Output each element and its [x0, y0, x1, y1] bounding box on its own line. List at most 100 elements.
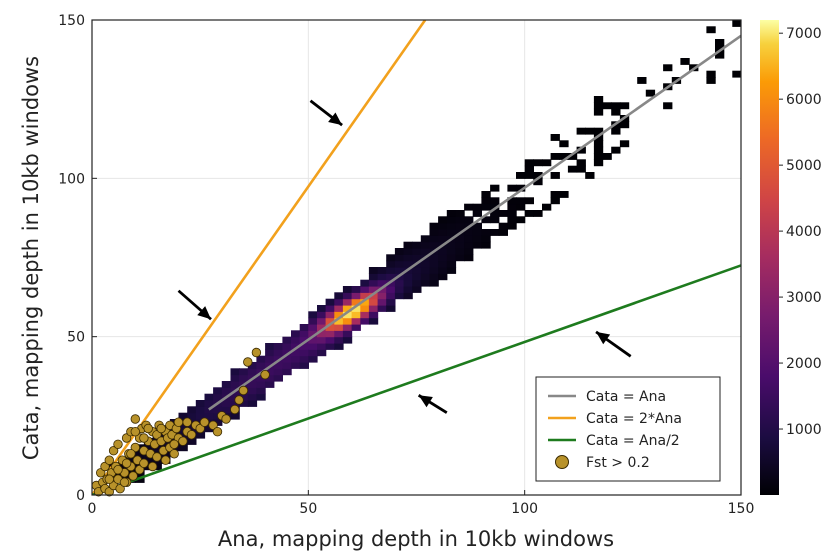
heatmap-cell [291, 349, 301, 357]
heatmap-cell [291, 362, 301, 369]
scatter-point [199, 417, 210, 427]
heatmap-cell [360, 298, 370, 306]
heatmap-cell [256, 355, 266, 363]
heatmap-cell [265, 368, 275, 376]
heatmap-cell [403, 286, 413, 293]
heatmap-cell [256, 374, 266, 382]
heatmap-cell [368, 286, 379, 293]
heatmap-cell [342, 305, 353, 312]
heatmap-cell [308, 336, 318, 344]
heatmap-cell [593, 159, 604, 167]
heatmap-cell [524, 165, 534, 173]
heatmap-cell [567, 153, 578, 160]
heatmap-cell [585, 172, 595, 179]
heatmap-cell [360, 311, 370, 319]
scatter-point [169, 449, 179, 459]
scatter-point [234, 395, 244, 405]
heatmap-cell [403, 292, 413, 300]
scatter-point [208, 420, 218, 431]
heatmap-cell [490, 210, 500, 217]
scatter-point [156, 423, 166, 434]
legend-swatch-marker [555, 455, 569, 469]
heatmap-cell [619, 121, 630, 129]
heatmap-cell [351, 311, 361, 319]
scatter-point [108, 446, 119, 456]
y-tick-label: 50 [67, 330, 85, 346]
heatmap-cell [195, 431, 206, 439]
heatmap-cell [490, 216, 500, 224]
heatmap-cell [455, 210, 465, 217]
heatmap-cell [507, 216, 517, 224]
heatmap-cell [464, 229, 474, 236]
colorbar-tick-label: 3000 [786, 290, 822, 306]
heatmap-cell [429, 254, 439, 262]
heatmap-cell [377, 305, 387, 312]
heatmap-cell [533, 159, 543, 167]
heatmap-cell [317, 336, 327, 344]
heatmap-cell [455, 254, 465, 262]
heatmap-cell [611, 102, 621, 110]
heatmap-cell [481, 216, 491, 224]
heatmap-cell [516, 172, 526, 179]
line-series [92, 264, 741, 495]
heatmap-cell [524, 210, 534, 217]
heatmap-cell [394, 279, 405, 287]
heatmap-cell [464, 203, 474, 211]
heatmap-cell [403, 241, 413, 249]
heatmap-cell [455, 235, 465, 243]
heatmap-cell [550, 197, 560, 205]
heatmap-cell [576, 146, 586, 154]
heatmap-cell [377, 286, 387, 293]
heatmap-cell [438, 235, 448, 243]
heatmap-cell [498, 229, 508, 236]
heatmap-cell [619, 102, 630, 110]
scatter-point [143, 423, 153, 434]
heatmap-cell [377, 292, 387, 300]
heatmap-cell [256, 381, 266, 388]
heatmap-cell [247, 381, 258, 388]
heatmap-cell [377, 273, 387, 281]
heatmap-cell [403, 279, 413, 287]
heatmap-cell [230, 368, 240, 376]
colorbar-tick-label: 6000 [786, 92, 822, 108]
legend-label: Cata = 2*Ana [586, 411, 682, 427]
heatmap-cell [533, 210, 543, 217]
heatmap-cell [533, 178, 543, 186]
heatmap-cell [291, 336, 301, 344]
heatmap-cell [403, 254, 413, 262]
heatmap-cell [507, 210, 517, 217]
heatmap-cell [299, 330, 309, 338]
heatmap-cell [637, 77, 647, 84]
scatter-point [169, 439, 179, 450]
heatmap-cell [334, 311, 344, 319]
scatter-point [130, 442, 141, 453]
heatmap-cell [342, 311, 353, 319]
heatmap-cell [230, 400, 240, 407]
heatmap-cell [446, 267, 457, 274]
heatmap-cell [446, 260, 457, 268]
heatmap-cell [308, 349, 318, 357]
heatmap-cell [325, 330, 335, 338]
heatmap-cell [273, 349, 283, 357]
heatmap-cell [213, 419, 223, 426]
heatmap-cell [472, 235, 482, 243]
heatmap-cell [317, 317, 327, 325]
heatmap-cell [368, 267, 379, 274]
heatmap-cell [429, 260, 439, 268]
heatmap-cell [204, 393, 214, 401]
colorbar: 1000 2000 3000 4000 5000 6000 7000 [760, 20, 822, 495]
heatmap-cell [273, 343, 283, 350]
heatmap-cell [472, 229, 482, 236]
scatter-point [147, 461, 158, 472]
heatmap-cell [576, 159, 586, 167]
heatmap-cell [542, 159, 552, 167]
heatmap-cell [299, 343, 309, 350]
heatmap-cell [135, 476, 145, 483]
heatmap-cell [715, 39, 725, 46]
heatmap-cell [377, 279, 387, 287]
heatmap-cell [213, 406, 223, 414]
legend-label: Cata = Ana [586, 389, 666, 405]
heatmap-cell [386, 260, 396, 268]
heatmap-cell [481, 241, 491, 249]
heatmap-cell [429, 222, 439, 230]
